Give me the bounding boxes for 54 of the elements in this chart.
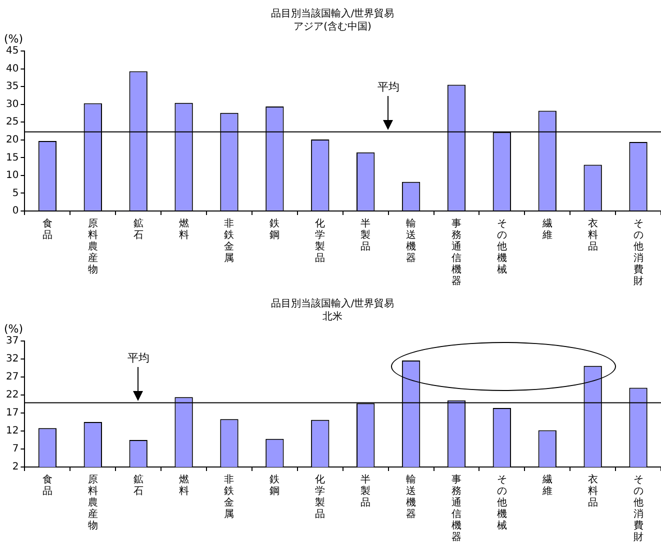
y-tick-label: 5: [12, 188, 19, 199]
x-tick-label: 鉄鋼: [270, 473, 280, 497]
x-tick-label: 衣料品: [588, 473, 598, 508]
x-tick-label: 繊維: [541, 217, 552, 241]
y-tick-label: 30: [6, 98, 19, 110]
y-tick-label: 40: [6, 63, 19, 74]
x-tick-label: 燃料: [178, 217, 189, 241]
x-tick-label: 食品: [42, 217, 52, 241]
ref-line-label: 平均: [127, 352, 150, 365]
x-tick-label: その他機械: [496, 474, 507, 532]
x-tick-label: 食品: [42, 473, 52, 497]
y-tick-label: 10: [6, 170, 19, 182]
y-tick-label: 15: [6, 152, 19, 164]
x-tick-label: 原料農産物: [88, 474, 98, 532]
chart-subtitle: 北米: [322, 310, 342, 323]
y-axis-title: (%): [4, 32, 24, 46]
y-tick-label: 22: [6, 390, 19, 401]
x-tick-label: 繊維: [541, 473, 552, 497]
y-tick-label: 37: [6, 336, 19, 347]
x-tick-label: その他消費財: [633, 474, 644, 543]
y-tick-label: 20: [6, 134, 19, 146]
y-tick-label: 32: [6, 354, 19, 365]
y-tick-label: 35: [6, 81, 19, 92]
y-tick-label: 0: [12, 206, 19, 217]
x-tick-label: 原料農産物: [88, 218, 98, 276]
y-tick-label: 17: [6, 408, 19, 419]
y-tick-label: 45: [6, 46, 19, 57]
x-tick-label: 非鉄金属: [224, 473, 234, 520]
y-tick-label: 7: [12, 444, 19, 455]
x-tick-label: 輸送機器: [406, 473, 416, 520]
y-axis-title: (%): [4, 322, 24, 336]
x-tick-label: 輸送機器: [406, 217, 416, 264]
x-tick-label: 事務通信機器: [451, 473, 462, 543]
x-tick-label: 化学製品: [315, 473, 326, 520]
x-tick-label: 鉄鋼: [270, 217, 280, 241]
x-tick-label: 燃料: [178, 473, 189, 497]
x-tick-label: 半製品: [360, 473, 371, 508]
y-tick-label: 27: [6, 372, 19, 383]
y-tick-label: 12: [6, 426, 19, 437]
ref-line-label: 平均: [377, 80, 400, 94]
x-tick-label: 半製品: [360, 217, 371, 252]
y-tick-label: 25: [6, 116, 19, 128]
x-tick-label: 鉱石: [133, 473, 144, 497]
chart-title: 品目別当該国輸入/世界貿易: [270, 8, 394, 20]
x-tick-label: 事務通信機器: [451, 217, 462, 287]
x-tick-label: 衣料品: [588, 217, 598, 252]
x-tick-label: 鉱石: [133, 217, 144, 241]
x-tick-label: 化学製品: [315, 217, 326, 264]
x-tick-label: その他機械: [496, 218, 507, 276]
x-tick-label: 非鉄金属: [224, 217, 234, 264]
y-tick-label: 2: [12, 462, 19, 473]
chart-title: 品目別当該国輸入/世界貿易: [270, 298, 394, 310]
x-tick-label: その他消費財: [633, 218, 644, 287]
chart-subtitle: アジア(含む中国): [294, 20, 372, 33]
